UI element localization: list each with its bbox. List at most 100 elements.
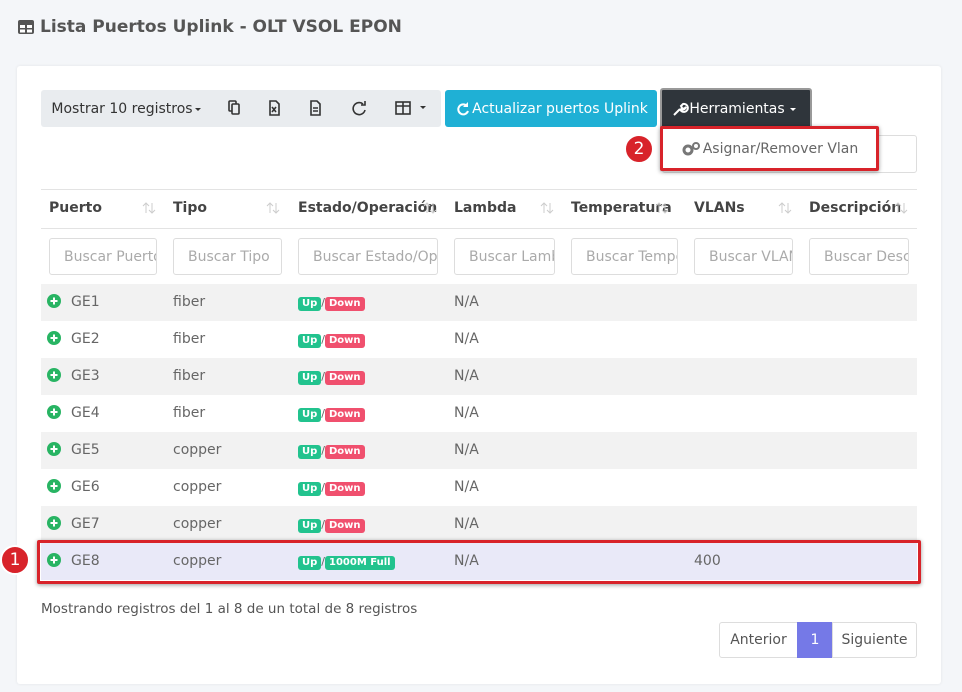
column-header[interactable]: VLANs (694, 200, 745, 216)
page-current[interactable]: 1 (797, 622, 833, 658)
column-header[interactable]: Temperatura (571, 200, 672, 216)
table-row (41, 358, 917, 395)
expand-icon[interactable] (46, 293, 62, 309)
sort-icon (655, 201, 669, 215)
operation-badge: Down (325, 408, 365, 422)
status: Up / Down (298, 518, 365, 533)
table-row (41, 469, 917, 506)
sort-icon (778, 201, 792, 215)
expand-icon[interactable] (46, 404, 62, 420)
status-separator: / (321, 296, 325, 309)
expand-icon[interactable] (46, 478, 62, 494)
length-menu[interactable]: Mostrar 10 registros (41, 90, 213, 127)
page-prev[interactable]: Anterior (719, 622, 798, 658)
expand-icon[interactable] (46, 367, 62, 383)
port: GE8 (71, 553, 100, 569)
status-separator: / (321, 518, 325, 531)
table-row (41, 506, 917, 543)
tools-menu-item[interactable]: Asignar/Remover Vlan (660, 126, 879, 171)
status-separator: / (321, 407, 325, 420)
state-badge: Up (298, 371, 322, 385)
column-header[interactable]: Estado/Operación (298, 200, 438, 216)
caret (789, 107, 796, 111)
type: fiber (173, 294, 206, 310)
tools-button[interactable]: Herramientas (660, 88, 812, 129)
port: GE1 (71, 294, 100, 310)
status-separator: / (321, 444, 325, 457)
gears-icon (682, 141, 700, 155)
state-badge: Up (298, 556, 322, 570)
column-header[interactable]: Descripción (809, 200, 902, 216)
length-menu-label: Mostrar 10 registros (51, 100, 193, 117)
search-input[interactable]: Buscar Tipo (173, 238, 282, 275)
status: Up / Down (298, 444, 365, 459)
table-row (41, 543, 917, 580)
expand-icon[interactable] (46, 515, 62, 531)
column-header[interactable]: Puerto (49, 200, 102, 216)
search-input[interactable]: Buscar Descripción (809, 238, 909, 275)
refresh-button[interactable]: Actualizar puertos Uplink (445, 90, 657, 127)
status: Up / Down (298, 407, 365, 422)
type: copper (173, 553, 222, 569)
divider (41, 189, 917, 190)
port: GE5 (71, 442, 100, 458)
column-header[interactable]: Lambda (454, 200, 517, 216)
menu-item-label: Asignar/Remover Vlan (702, 140, 859, 157)
table-row (41, 284, 917, 321)
search-input[interactable]: Buscar VLANs (694, 238, 793, 275)
expand-icon[interactable] (46, 441, 62, 457)
table-row (41, 395, 917, 432)
type: copper (173, 479, 222, 495)
status-separator: / (321, 370, 325, 383)
lambda: N/A (454, 294, 479, 310)
sort-icon (142, 201, 156, 215)
lambda: N/A (454, 516, 479, 532)
operation-badge: Down (325, 482, 365, 496)
wrench-icon (673, 102, 690, 116)
expand-icon[interactable] (46, 552, 62, 568)
page-next[interactable]: Siguiente (832, 622, 917, 658)
table-info: Mostrando registros del 1 al 8 de un tot… (41, 601, 418, 617)
type: fiber (173, 368, 206, 384)
sort-icon (894, 201, 908, 215)
port: GE4 (71, 405, 100, 421)
operation-badge: Down (325, 334, 365, 348)
operation-badge: Down (325, 519, 365, 533)
search-input[interactable]: Buscar Temperatura (571, 238, 678, 275)
highlight-box (37, 540, 921, 584)
expand-icon[interactable] (46, 330, 62, 346)
divider (41, 228, 917, 229)
operation-badge: 1000M Full (325, 556, 395, 570)
status: Up / Down (298, 333, 365, 348)
table-row (41, 321, 917, 358)
status-separator: / (321, 481, 325, 494)
state-badge: Up (298, 297, 322, 311)
search-input[interactable]: Buscar Estado/Operación (298, 238, 438, 275)
state-badge: Up (298, 408, 322, 422)
lambda: N/A (454, 553, 479, 569)
status: Up / Down (298, 296, 365, 311)
page-title: Lista Puertos Uplink - OLT VSOL EPON (40, 17, 402, 37)
type: fiber (173, 405, 206, 421)
column-header[interactable]: Tipo (173, 200, 207, 216)
sort-icon (540, 201, 554, 215)
callout: 2 (624, 134, 654, 164)
state-badge: Up (298, 334, 322, 348)
search-input[interactable]: Buscar Puerto (49, 238, 157, 275)
type: copper (173, 442, 222, 458)
status: Up / Down (298, 481, 365, 496)
sort-icon (266, 201, 280, 215)
search-input[interactable]: Buscar Lambda (454, 238, 555, 275)
type: copper (173, 516, 222, 532)
lambda: N/A (454, 479, 479, 495)
state-badge: Up (298, 519, 322, 533)
port: GE7 (71, 516, 100, 532)
state-badge: Up (298, 482, 322, 496)
type: fiber (173, 331, 206, 347)
refresh-icon (457, 101, 470, 115)
lambda: N/A (454, 331, 479, 347)
toolbar-icons[interactable] (222, 98, 437, 118)
port: GE3 (71, 368, 100, 384)
sort-icon (423, 201, 437, 215)
